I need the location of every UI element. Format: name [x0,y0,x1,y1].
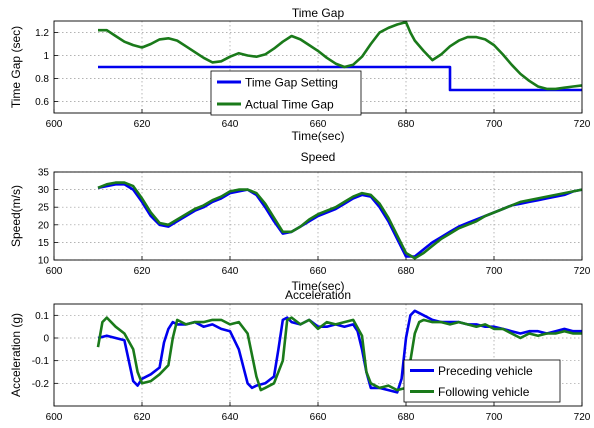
plot2-y-tick-label: 15 [38,238,50,249]
plot1-chart-title: Time Gap [292,6,345,20]
plot2-axes-box [53,171,583,261]
plot1-x-tick-label: 700 [486,119,503,130]
plot3-chart-title: Acceleration [285,288,351,302]
plot1-x-tick-label: 680 [398,119,415,130]
plot1-x-tick-label: 640 [222,119,239,130]
plot3-x-tick-label: 600 [46,412,63,423]
plot3-legend-label-1: Preceding vehicle [438,364,533,378]
plot3-x-tick-label: 660 [310,412,327,423]
plot1-x-tick-label: 720 [574,119,591,130]
plot3-legend-label-2: Following vehicle [438,385,530,399]
plot1-y-tick-label: 1.2 [35,28,49,39]
plot1-legend-label-1: Time Gap Setting [245,76,338,90]
plot3-series-line-1 [97,309,582,394]
plot1-x-tick-label: 620 [134,119,151,130]
plot3-x-tick-label: 700 [486,412,503,423]
plot3-x-tick-label: 720 [574,412,591,423]
plot2-x-tick-label: 600 [46,266,63,277]
plot2-y-axis-label: Speed(m/s) [9,185,23,247]
plot2-x-tick-label: 680 [398,266,415,277]
plot1-y-tick-label: 0.6 [35,97,49,108]
plot3-y-axis-label: Acceleration (g) [9,313,23,397]
plot2-y-tick-label: 35 [38,168,50,179]
plot2-x-tick-label: 660 [310,266,327,277]
plot2-x-tick-label: 720 [574,266,591,277]
plot2-y-tick-label: 30 [38,185,50,196]
plot1-y-axis-label: Time Gap (sec) [9,26,23,108]
plot3-x-tick-label: 640 [222,412,239,423]
plot3-y-tick-label: 0 [43,334,49,345]
plot2-x-tick-label: 640 [222,266,239,277]
plot3-y-tick-label: -0.1 [32,356,50,367]
plot1-x-tick-label: 600 [46,119,63,130]
plot2-y-tick-label: 25 [38,203,50,214]
plot3-y-tick-label: 0.1 [35,311,49,322]
plot2-x-tick-label: 620 [134,266,151,277]
plot2-x-axis-label: Time(sec) [292,279,345,293]
plot2-y-tick-label: 10 [38,256,50,267]
plot2-series-line-2 [97,181,583,260]
plot3-x-tick-label: 680 [398,412,415,423]
plot3-y-tick-label: -0.2 [32,379,50,390]
plot1-x-tick-label: 660 [310,119,327,130]
plot2-y-tick-label: 20 [38,220,50,231]
plot3-series-line-2 [96,316,582,392]
plot2-x-tick-label: 700 [486,266,503,277]
plot1-series-line-2 [98,20,583,91]
plot2-chart-title: Speed [301,150,336,164]
plot3-axes-box [53,303,583,407]
plot1-y-tick-label: 1 [43,51,49,62]
plot1-legend-label-2: Actual Time Gap [245,98,334,112]
plot1-y-tick-label: 0.8 [35,74,49,85]
plot1-legend-box [210,70,362,116]
plot1-x-axis-label: Time(sec) [292,129,345,143]
plot3-x-tick-label: 620 [134,412,151,423]
plot3-legend-box [403,359,561,403]
plot1-series-line-1 [98,65,582,92]
